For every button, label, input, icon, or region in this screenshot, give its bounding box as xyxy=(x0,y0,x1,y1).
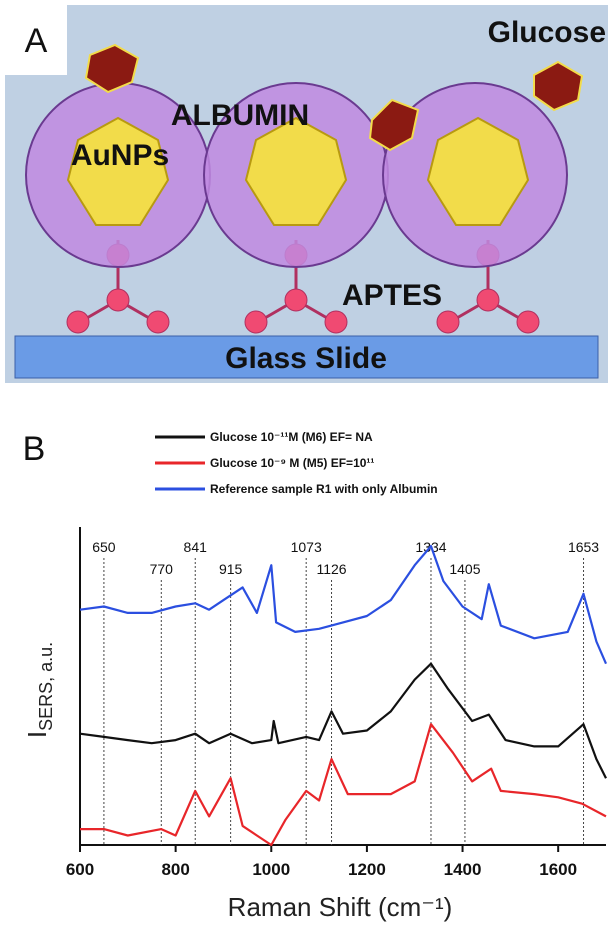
panel-label: A xyxy=(25,22,48,60)
peak-label: 770 xyxy=(150,561,174,577)
peak-label: 1653 xyxy=(568,539,599,555)
peak-label: 1405 xyxy=(449,561,480,577)
peak-label: 1073 xyxy=(291,539,322,555)
legend-label: Glucose 10⁻¹¹M (M6) EF= NA xyxy=(210,430,373,444)
x-tick-label: 1200 xyxy=(348,860,386,879)
glass-label: Glass Slide xyxy=(225,342,387,375)
x-tick-label: 1400 xyxy=(444,860,482,879)
albumin-label: ALBUMIN xyxy=(171,99,309,132)
y-axis-title-sub: SERS, a.u. xyxy=(36,642,56,731)
x-axis-title: Raman Shift (cm⁻¹) xyxy=(228,892,453,922)
x-tick-label: 1600 xyxy=(539,860,577,879)
aunps-label: AuNPs xyxy=(71,139,169,172)
aptes-label: APTES xyxy=(342,279,442,312)
panel-b: B Raman Shift (cm⁻¹) ISERS, a.u. 600 800 1… xyxy=(22,430,606,922)
legend-label: Reference sample R1 with only Albumin xyxy=(210,482,438,496)
panel-a: A Glass Slide Glucose ALBUMIN AuNPs xyxy=(5,5,608,383)
y-axis-title: ISERS, a.u. xyxy=(22,642,56,738)
panel-label: B xyxy=(23,430,46,468)
series-line xyxy=(80,664,606,779)
glucose-label: Glucose xyxy=(488,16,606,49)
page: {"panel_a": {"label": "A", "glucose": "G… xyxy=(0,0,608,934)
peak-label: 915 xyxy=(219,561,243,577)
x-tick-label: 600 xyxy=(66,860,94,879)
x-tick-label: 1000 xyxy=(252,860,290,879)
y-axis-title-main: I xyxy=(22,731,52,738)
figure: A Glass Slide Glucose ALBUMIN AuNPs xyxy=(0,0,608,934)
x-tick-label: 800 xyxy=(161,860,189,879)
peak-label: 841 xyxy=(184,539,208,555)
legend-label: Glucose 10⁻⁹ M (M5) EF=10¹¹ xyxy=(210,456,374,470)
peak-label: 1126 xyxy=(316,561,346,577)
peak-label: 650 xyxy=(92,539,116,555)
